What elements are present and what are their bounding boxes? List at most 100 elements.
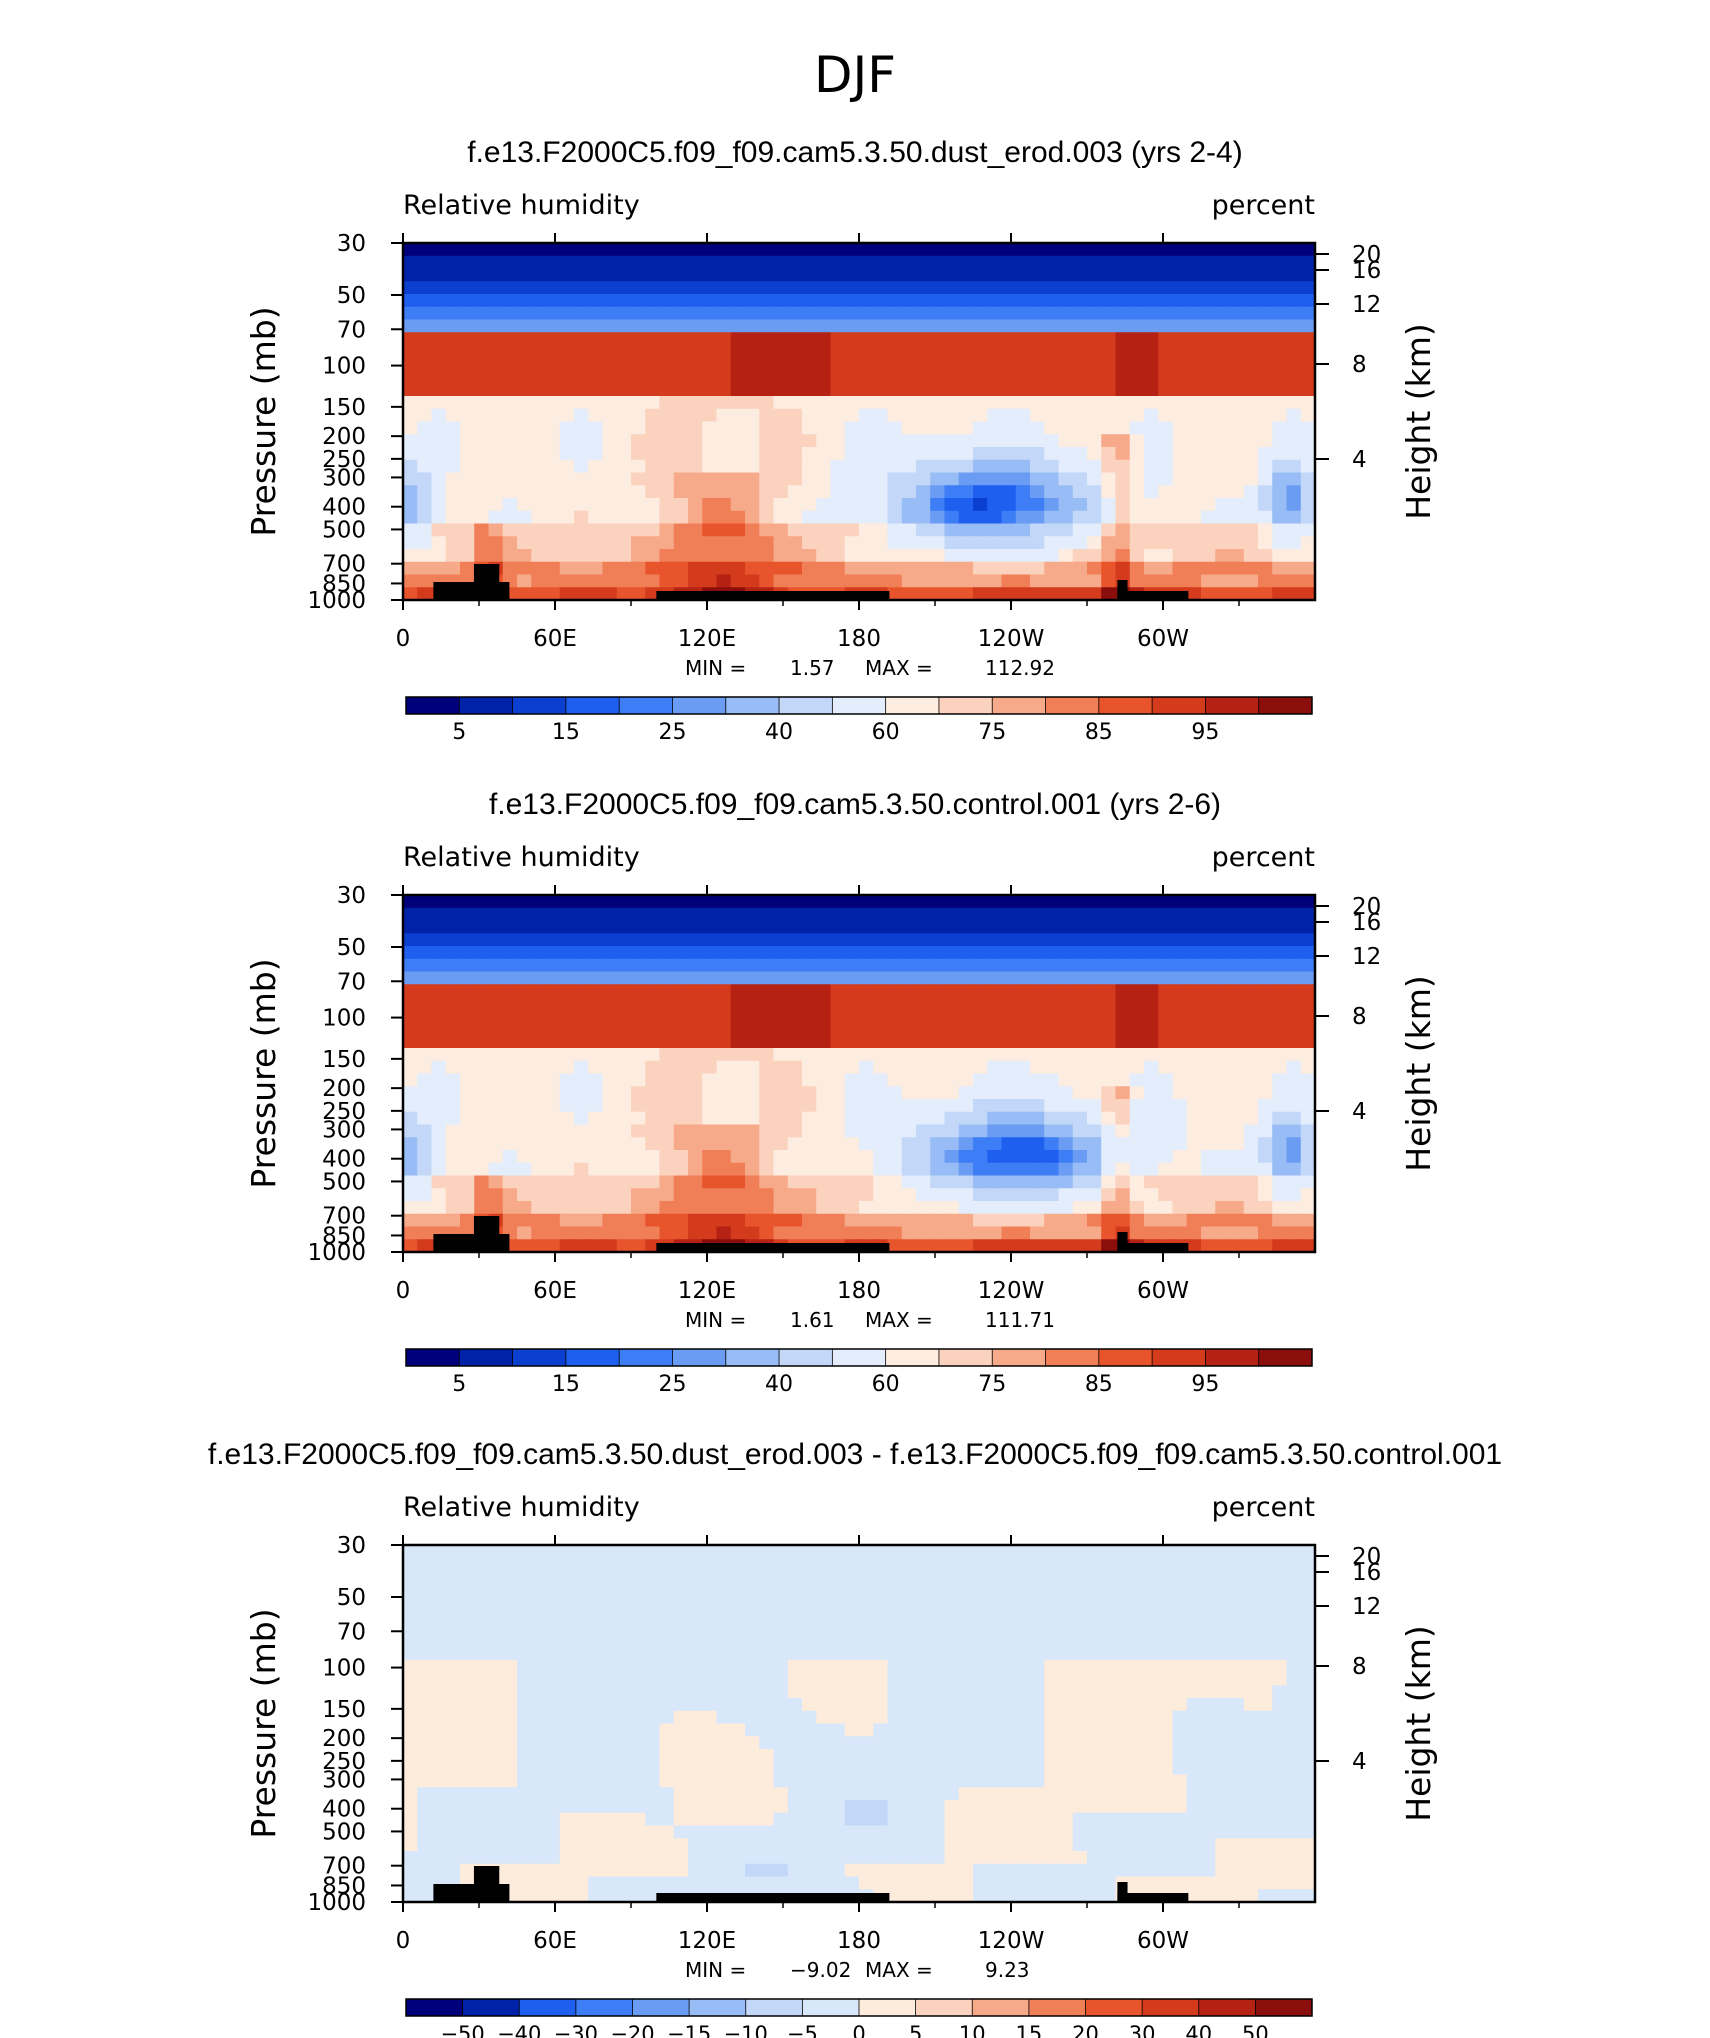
field-cell bbox=[816, 345, 832, 359]
field-cell bbox=[859, 472, 874, 486]
field-cell bbox=[873, 319, 889, 333]
field-cell bbox=[645, 332, 661, 346]
field-cell bbox=[673, 1545, 689, 1559]
field-cell bbox=[431, 1175, 447, 1189]
field-cell bbox=[445, 1086, 461, 1100]
field-cell bbox=[1201, 933, 1216, 947]
field-cell bbox=[702, 1086, 718, 1100]
field-cell bbox=[887, 1710, 903, 1725]
field-cell bbox=[958, 1111, 974, 1126]
field-cell bbox=[1258, 396, 1273, 410]
field-cell bbox=[460, 268, 475, 282]
field-cell bbox=[1101, 1659, 1117, 1674]
field-cell bbox=[1015, 357, 1031, 372]
field-cell bbox=[873, 345, 889, 359]
field-cell bbox=[730, 1647, 746, 1661]
field-cell bbox=[1101, 319, 1117, 333]
field-cell bbox=[958, 255, 974, 270]
field-cell bbox=[716, 306, 732, 321]
field-cell bbox=[745, 1557, 760, 1572]
field-cell bbox=[759, 498, 775, 512]
field-cell bbox=[1243, 1634, 1259, 1648]
field-cell bbox=[1001, 459, 1017, 474]
field-cell bbox=[1030, 1608, 1045, 1623]
field-cell bbox=[1058, 472, 1074, 486]
y-tick-label: 200 bbox=[322, 424, 366, 450]
field-cell bbox=[1144, 294, 1159, 308]
field-cell bbox=[688, 1009, 703, 1024]
field-cell bbox=[1186, 1239, 1202, 1253]
field-cell bbox=[1158, 1226, 1174, 1240]
field-cell bbox=[1144, 408, 1159, 423]
field-cell bbox=[517, 1761, 532, 1776]
field-cell bbox=[602, 1226, 618, 1240]
field-cell bbox=[944, 498, 960, 512]
field-cell bbox=[787, 1188, 803, 1202]
field-cell bbox=[802, 1150, 817, 1164]
field-cell bbox=[1044, 1736, 1060, 1750]
field-cell bbox=[901, 459, 917, 474]
field-cell bbox=[659, 971, 675, 985]
field-cell bbox=[787, 1647, 803, 1661]
field-cell bbox=[574, 1124, 589, 1138]
field-cell bbox=[859, 1570, 874, 1584]
field-cell bbox=[1030, 1723, 1045, 1737]
field-cell bbox=[1115, 997, 1131, 1011]
colorbar-swatch bbox=[992, 697, 1047, 714]
field-cell bbox=[1101, 332, 1117, 346]
field-cell bbox=[716, 1608, 732, 1623]
field-cell bbox=[1186, 447, 1202, 461]
field-cell bbox=[1158, 1557, 1174, 1572]
field-cell bbox=[1087, 370, 1102, 384]
field-cell bbox=[716, 1621, 732, 1635]
field-cell bbox=[1229, 243, 1245, 257]
field-cell bbox=[873, 1723, 889, 1737]
field-cell bbox=[916, 281, 931, 295]
y2-tick-label: 4 bbox=[1352, 447, 1367, 473]
field-cell bbox=[1058, 1048, 1074, 1062]
field-cell bbox=[1300, 1596, 1316, 1610]
field-cell bbox=[431, 1685, 447, 1699]
field-cell bbox=[1015, 561, 1031, 576]
field-cell bbox=[745, 1048, 760, 1062]
field-cell bbox=[1030, 1099, 1045, 1113]
field-cell bbox=[1044, 587, 1060, 601]
field-cell bbox=[773, 561, 789, 576]
field-cell bbox=[1015, 587, 1031, 601]
field-cell bbox=[773, 1557, 789, 1572]
field-cell bbox=[631, 459, 646, 474]
field-cell bbox=[488, 421, 504, 435]
field-cell bbox=[1215, 268, 1231, 282]
field-cell bbox=[1129, 1022, 1145, 1036]
field-cell bbox=[1229, 1009, 1245, 1024]
field-cell bbox=[1300, 523, 1316, 537]
field-cell bbox=[659, 958, 675, 973]
field-cell bbox=[987, 1659, 1003, 1674]
field-cell bbox=[830, 306, 846, 321]
field-cell bbox=[816, 281, 832, 295]
field-cell bbox=[702, 1710, 718, 1725]
field-cell bbox=[1015, 1035, 1031, 1049]
field-cell bbox=[460, 984, 475, 998]
field-cell bbox=[901, 1685, 917, 1699]
field-cell bbox=[759, 1226, 775, 1240]
field-cell bbox=[460, 1608, 475, 1623]
colorbar-swatch bbox=[885, 1349, 940, 1366]
field-cell bbox=[1201, 587, 1216, 601]
field-cell bbox=[1186, 319, 1202, 333]
y-tick-label: 400 bbox=[322, 495, 366, 521]
field-cell bbox=[1300, 933, 1316, 947]
field-cell bbox=[859, 243, 874, 257]
field-cell bbox=[1272, 498, 1288, 512]
field-cell bbox=[830, 1226, 846, 1240]
field-cell bbox=[1144, 383, 1159, 397]
field-cell bbox=[1215, 1596, 1231, 1610]
field-cell bbox=[673, 357, 689, 372]
field-cell bbox=[830, 1162, 846, 1177]
field-cell bbox=[1215, 1226, 1231, 1240]
field-cell bbox=[1072, 498, 1088, 512]
field-cell bbox=[588, 498, 604, 512]
field-cell bbox=[1158, 1022, 1174, 1036]
field-cell bbox=[1158, 1723, 1174, 1737]
y-tick-label: 30 bbox=[337, 883, 366, 909]
